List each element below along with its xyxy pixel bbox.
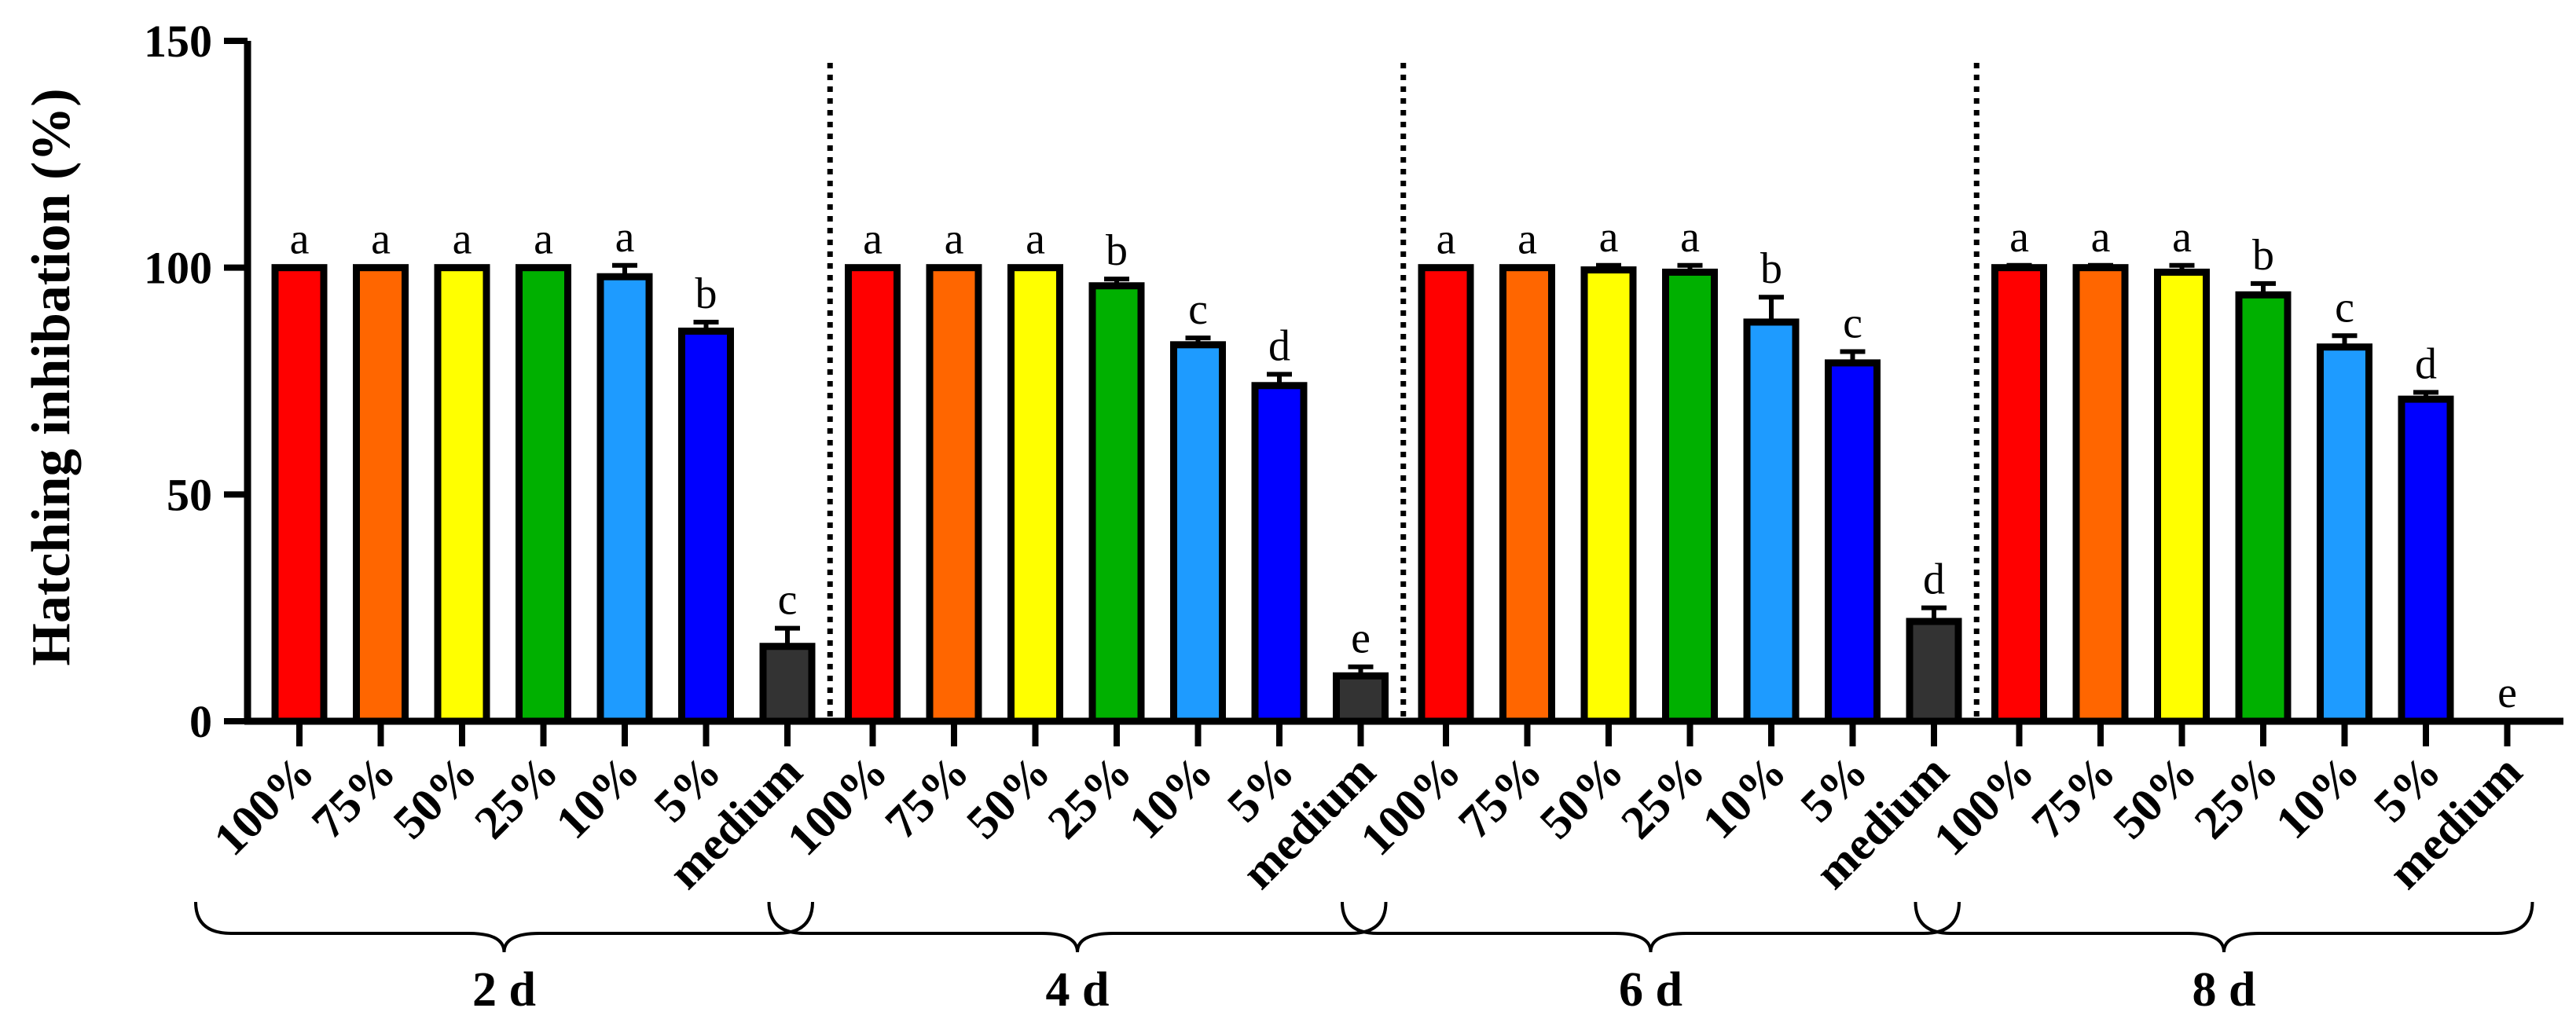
bar [1088,282,1145,725]
x-tick-label: 100% [1924,746,2044,866]
bar [2072,264,2129,725]
bar [1333,672,1389,725]
x-tick-label: 75% [875,746,979,849]
bar [1906,618,1962,725]
significance-letter: d [1268,321,1290,370]
bar [271,264,328,725]
significance-letter: a [2009,213,2029,262]
x-tick-label: 10% [1119,746,1223,849]
significance-letter: e [2497,669,2517,717]
x-tick-label: 50% [956,746,1060,849]
significance-letter: e [1351,614,1371,663]
significance-letter: d [1923,555,1945,604]
bar [1662,268,1718,725]
group-braces: 2 d 4 d 6 d 8 d [194,901,2534,1017]
x-tick-label: 10% [2266,746,2369,849]
bar [2317,343,2372,725]
group-label: 2 d [472,963,536,1017]
x-tick-label: 25% [1038,746,1142,849]
bar [1418,264,1474,725]
bar [1007,264,1063,725]
bar [1170,341,1226,725]
bar [516,264,571,725]
significance-letter: b [1106,226,1128,275]
x-tick-label: 25% [464,746,568,849]
x-tick-label: 25% [1611,746,1715,849]
bar [1825,359,1881,725]
significance-letters: a a a a a b c a a a b c d e a a a a b c d a a a b c d e [290,213,2517,717]
significance-letter: a [1599,213,1619,262]
y-tick-label: 50 [167,469,212,520]
group-brace [767,901,1388,953]
x-tick-label: 25% [2185,746,2288,849]
significance-letter: b [695,269,717,318]
bar [353,264,409,725]
group-brace [1914,901,2534,953]
y-tick-label: 150 [144,16,212,67]
significance-letter: c [778,576,798,625]
bar [1499,264,1555,725]
error-bars [612,262,2438,676]
bar [1991,264,2047,725]
x-tick-label: 75% [302,746,405,849]
bar [926,264,982,725]
bar [845,264,901,725]
y-tick-label: 100 [144,243,212,294]
x-tick-label: 100% [204,746,324,866]
bar [434,264,490,725]
group-label: 8 d [2193,963,2256,1017]
bar [678,327,734,725]
significance-letter: a [863,215,883,264]
significance-letter: c [1188,285,1208,334]
x-tick-label: 10% [546,746,650,849]
x-tick-label: 10% [1693,746,1796,849]
group-brace [194,901,814,953]
significance-letter: b [1760,244,1782,293]
x-tick-label: 100% [1350,746,1470,866]
significance-letter: a [2172,213,2192,262]
bar [596,273,653,725]
x-tick-labels: 100%75%50%25%10%5%medium100%75%50%25%10%… [204,746,2531,899]
x-tick-label: 75% [1448,746,1552,849]
significance-letter: a [1026,215,1045,264]
y-axis-title: Hatching inhibation (%) [21,88,82,665]
bar [1743,318,1800,725]
bar [1251,382,1308,725]
x-tick-label: 50% [383,746,487,849]
significance-letter: a [2091,213,2111,262]
significance-letter: d [2415,339,2437,388]
bar [2398,395,2454,725]
x-tick-label: 50% [1530,746,1634,849]
significance-letter: a [371,215,391,264]
bar [1580,266,1637,725]
significance-letter: a [1437,215,1456,264]
x-tick-label: 75% [2022,746,2126,849]
group-brace [1341,901,1961,953]
significance-letter: a [615,213,635,262]
bars [271,264,2454,725]
significance-letter: c [2335,283,2354,332]
y-tick-label: 0 [189,696,212,747]
significance-letter: a [534,215,553,264]
bar [2154,268,2210,725]
significance-letter: a [453,215,472,264]
significance-letter: a [945,215,964,264]
significance-letter: a [1680,213,1700,262]
significance-letter: c [1843,299,1862,347]
significance-letter: a [1517,215,1537,264]
x-tick-label: 50% [2103,746,2207,849]
significance-letter: a [290,215,310,264]
group-label: 6 d [1619,963,1682,1017]
significance-letter: b [2252,231,2274,280]
x-tick-label: 100% [777,746,897,866]
group-separators [827,63,1980,721]
bar [759,643,816,725]
group-label: 4 d [1046,963,1110,1017]
bar [2235,291,2292,725]
